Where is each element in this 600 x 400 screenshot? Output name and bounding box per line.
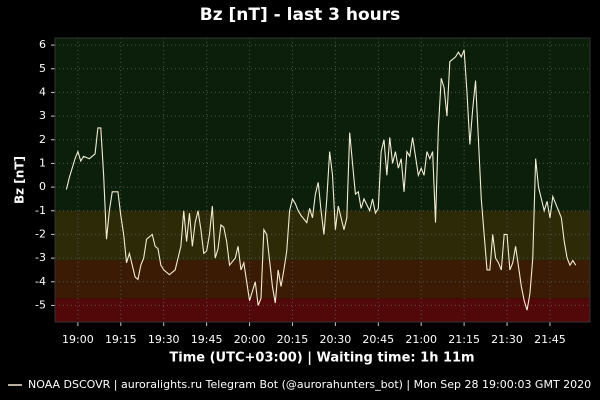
threshold-band (55, 260, 590, 299)
x-tick-label: 19:15 (105, 333, 137, 346)
x-tick-label: 20:45 (362, 333, 394, 346)
y-tick-label: 3 (39, 109, 46, 122)
y-tick-label: 1 (39, 156, 46, 169)
y-tick-label: -2 (35, 227, 46, 240)
x-tick-label: 19:00 (62, 333, 94, 346)
x-tick-label: 20:00 (234, 333, 266, 346)
x-tick-label: 20:30 (320, 333, 352, 346)
x-axis-label: Time (UTC+03:00) | Waiting time: 1h 11m (169, 351, 474, 366)
y-axis-label: Bz [nT] (13, 156, 27, 204)
x-tick-label: 20:15 (277, 333, 309, 346)
y-tick-label: 5 (39, 62, 46, 75)
legend-label: NOAA DSCOVR | auroralights.ru Telegram B… (28, 378, 591, 391)
y-tick-label: 2 (39, 133, 46, 146)
threshold-band (55, 298, 590, 322)
data-line (65, 49, 577, 311)
y-tick-label: -4 (35, 275, 46, 288)
y-tick-label: -1 (35, 204, 46, 217)
x-tick-label: 21:45 (534, 333, 566, 346)
y-tick-label: -3 (35, 251, 46, 264)
x-tick-label: 19:45 (191, 333, 223, 346)
x-tick-label: 21:30 (491, 333, 523, 346)
threshold-band (55, 38, 590, 211)
y-tick-label: 6 (39, 38, 46, 51)
y-tick-label: 0 (39, 180, 46, 193)
chart-title: Bz [nT] - last 3 hours (200, 5, 401, 25)
x-tick-label: 19:30 (148, 333, 180, 346)
x-tick-label: 21:00 (405, 333, 437, 346)
plot-frame (54, 37, 591, 323)
y-tick-label: -5 (35, 298, 46, 311)
x-tick-label: 21:15 (448, 333, 480, 346)
y-tick-label: 4 (39, 85, 46, 98)
